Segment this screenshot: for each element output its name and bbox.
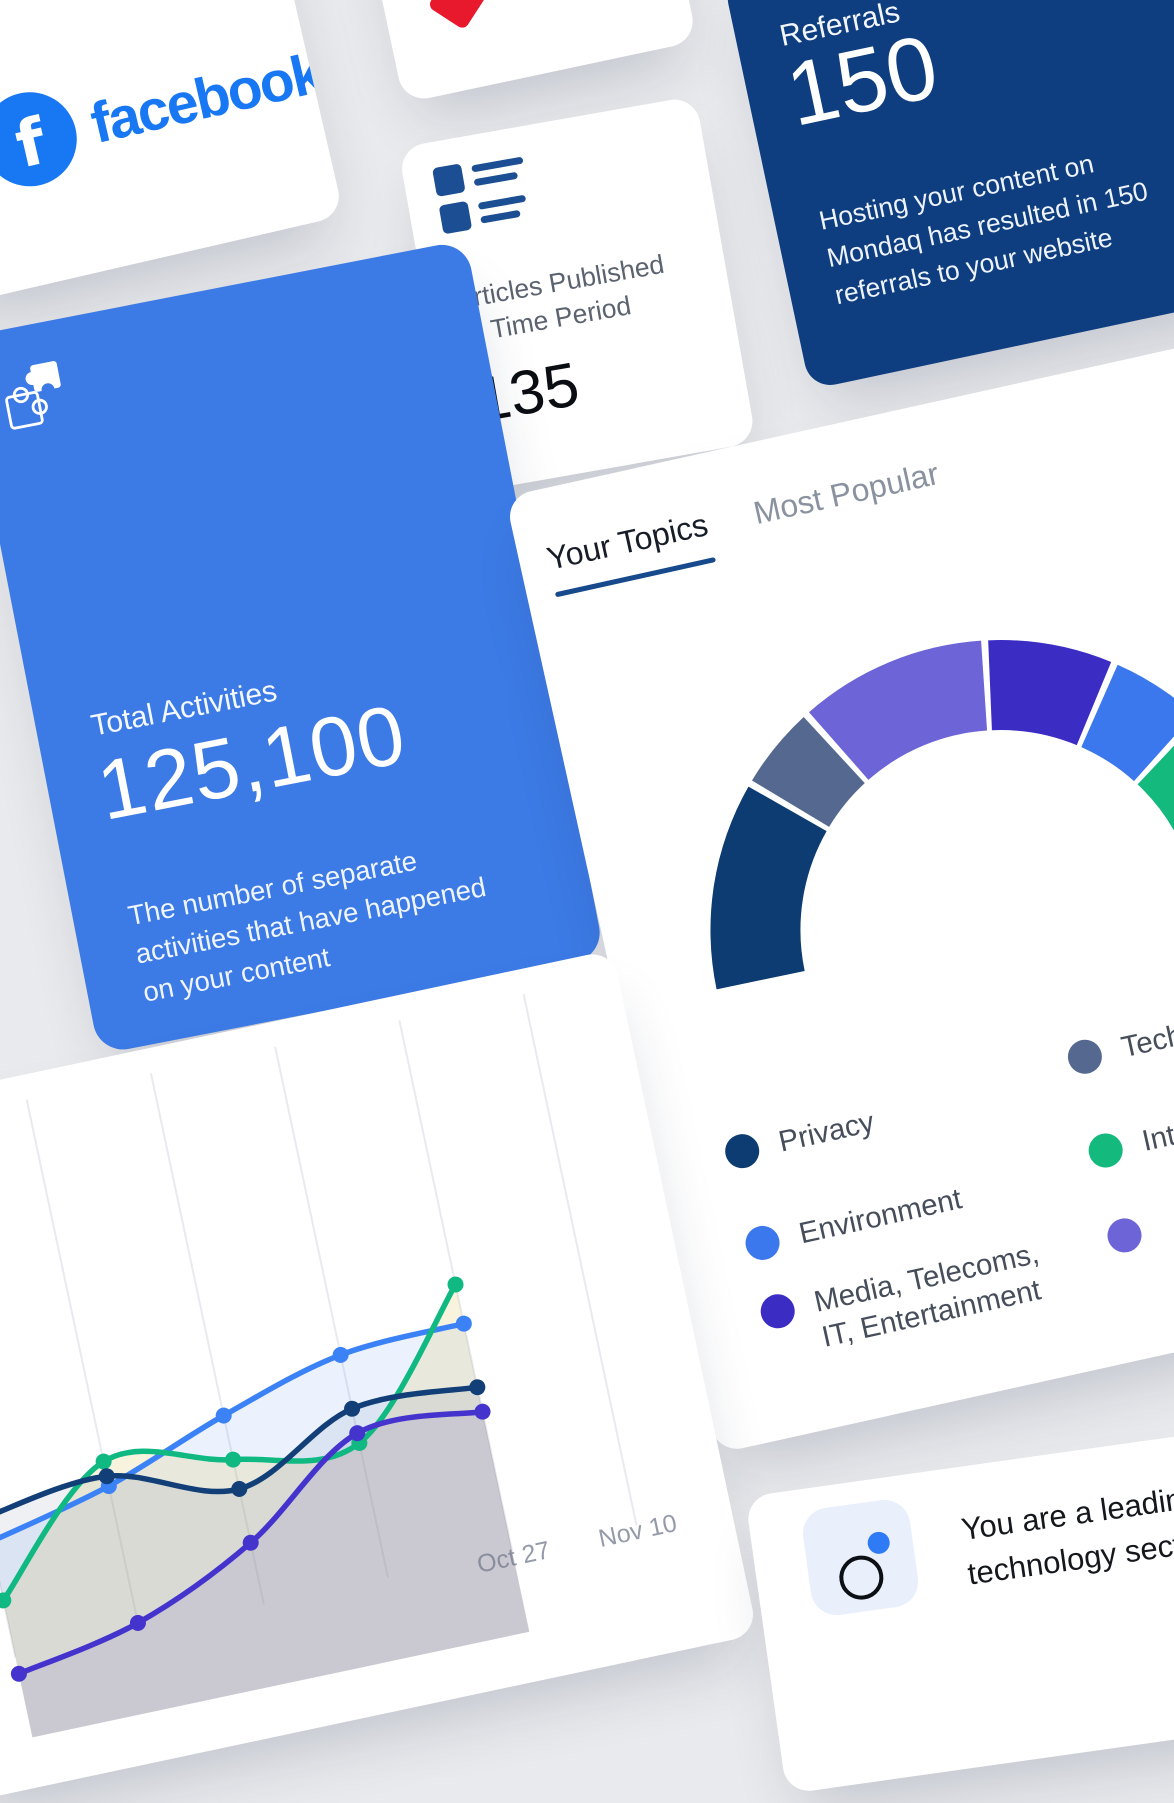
legend-label-media: Media, Telecoms,IT, Entertainment [811,1236,1050,1356]
legend-item-privacy[interactable]: Privacy [722,1105,878,1172]
scope-icon [800,1497,922,1619]
legend-dot-technology [1065,1036,1106,1077]
publisher-card [350,0,698,103]
legend-dot-media [757,1291,798,1332]
facebook-f-glyph: f [9,105,53,183]
referrals-description: Hosting your content on Mondaq has resul… [816,135,1160,315]
facebook-card: f facebook [0,0,344,306]
article-list-icon [432,153,535,244]
summary-icon-tile [800,1497,922,1619]
legend-dot-privacy [722,1131,763,1172]
legend-label-environment: Environment [796,1181,965,1252]
legend-label-privacy: Privacy [775,1104,877,1160]
legend-item-environment[interactable]: Environment [742,1182,965,1264]
legend-dot-other [1104,1215,1145,1256]
legend-item-media[interactable]: Media, Telecoms,IT, Entertainment [757,1237,1050,1368]
summary-card: You are a leading technology sector [745,1400,1174,1795]
gridline-5 [524,994,637,1525]
legend-item-other[interactable] [1104,1211,1165,1256]
puzzle-icon [0,352,82,448]
facebook-wordmark: facebook [85,40,328,157]
legend-dot-environment [742,1223,783,1264]
red-logo-fragment-icon [427,0,488,30]
x-axis-label-5: Nov 10 [596,1509,679,1553]
summary-text: You are a leading technology sector [959,1474,1174,1597]
facebook-icon: f [0,83,86,196]
legend-item-technology[interactable]: Technology [1065,1000,1174,1078]
referrals-card: Referrals 150 Hosting your content on Mo… [723,0,1174,390]
legend-dot-ip [1085,1130,1126,1171]
legend-label-ip: Intellectual Property [1139,1068,1174,1160]
articles-card-title: Articles Published In Time Period [453,247,673,353]
legend-item-ip[interactable]: Intellectual Property [1085,1069,1174,1172]
legend-label-technology: Technology [1118,999,1174,1066]
dashboard-mockup: { "background_color": "#e9eaed", "cards"… [0,0,1174,1564]
facebook-logo: f facebook [0,26,331,195]
total-activities-description: The number of separate activities that h… [125,829,497,1012]
